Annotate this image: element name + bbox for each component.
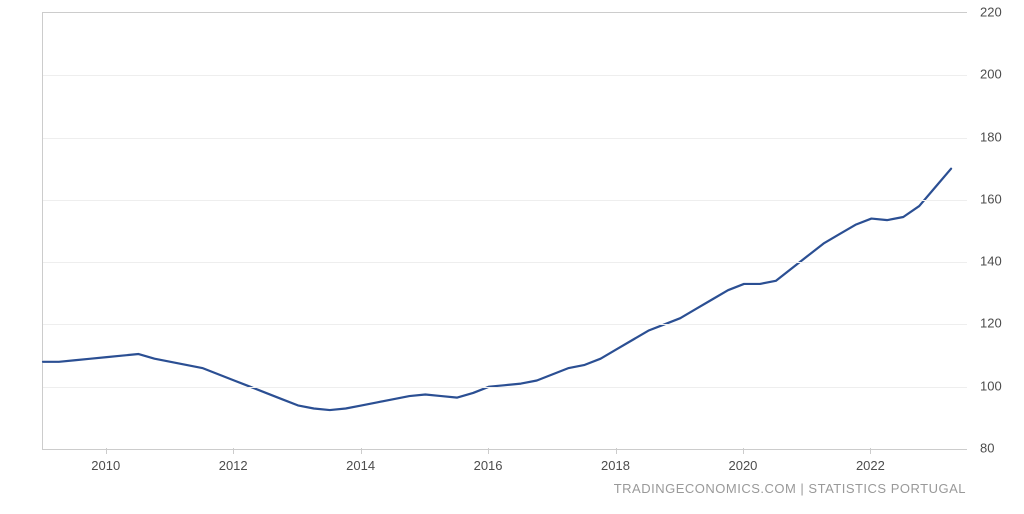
y-axis-tick-label: 140 [980, 254, 1002, 269]
x-axis-tick-mark [870, 448, 871, 454]
x-axis-tick-label: 2022 [856, 458, 885, 473]
x-axis-tick-label: 2010 [91, 458, 120, 473]
plot-area [42, 12, 967, 450]
gridline-horizontal [43, 262, 967, 263]
x-axis-tick-mark [743, 448, 744, 454]
gridline-horizontal [43, 138, 967, 139]
x-axis-tick-mark [361, 448, 362, 454]
y-axis-tick-label: 80 [980, 441, 994, 456]
x-axis-tick-mark [106, 448, 107, 454]
y-axis-tick-label: 180 [980, 129, 1002, 144]
y-axis-tick-label: 160 [980, 191, 1002, 206]
x-axis-tick-label: 2012 [219, 458, 248, 473]
y-axis-tick-label: 120 [980, 316, 1002, 331]
gridline-horizontal [43, 324, 967, 325]
x-axis-tick-label: 2014 [346, 458, 375, 473]
y-axis-tick-label: 220 [980, 5, 1002, 20]
y-axis-tick-label: 100 [980, 378, 1002, 393]
source-attribution: TRADINGECONOMICS.COM | STATISTICS PORTUG… [614, 481, 966, 496]
x-axis-tick-label: 2018 [601, 458, 630, 473]
x-axis-tick-label: 2020 [728, 458, 757, 473]
line-series [43, 169, 951, 410]
x-axis-tick-label: 2016 [474, 458, 503, 473]
y-axis-tick-label: 200 [980, 67, 1002, 82]
line-series-svg [43, 13, 967, 449]
x-axis-tick-mark [616, 448, 617, 454]
chart-container: TRADINGECONOMICS.COM | STATISTICS PORTUG… [0, 0, 1024, 514]
gridline-horizontal [43, 75, 967, 76]
x-axis-tick-mark [233, 448, 234, 454]
x-axis-tick-mark [488, 448, 489, 454]
gridline-horizontal [43, 387, 967, 388]
gridline-horizontal [43, 200, 967, 201]
